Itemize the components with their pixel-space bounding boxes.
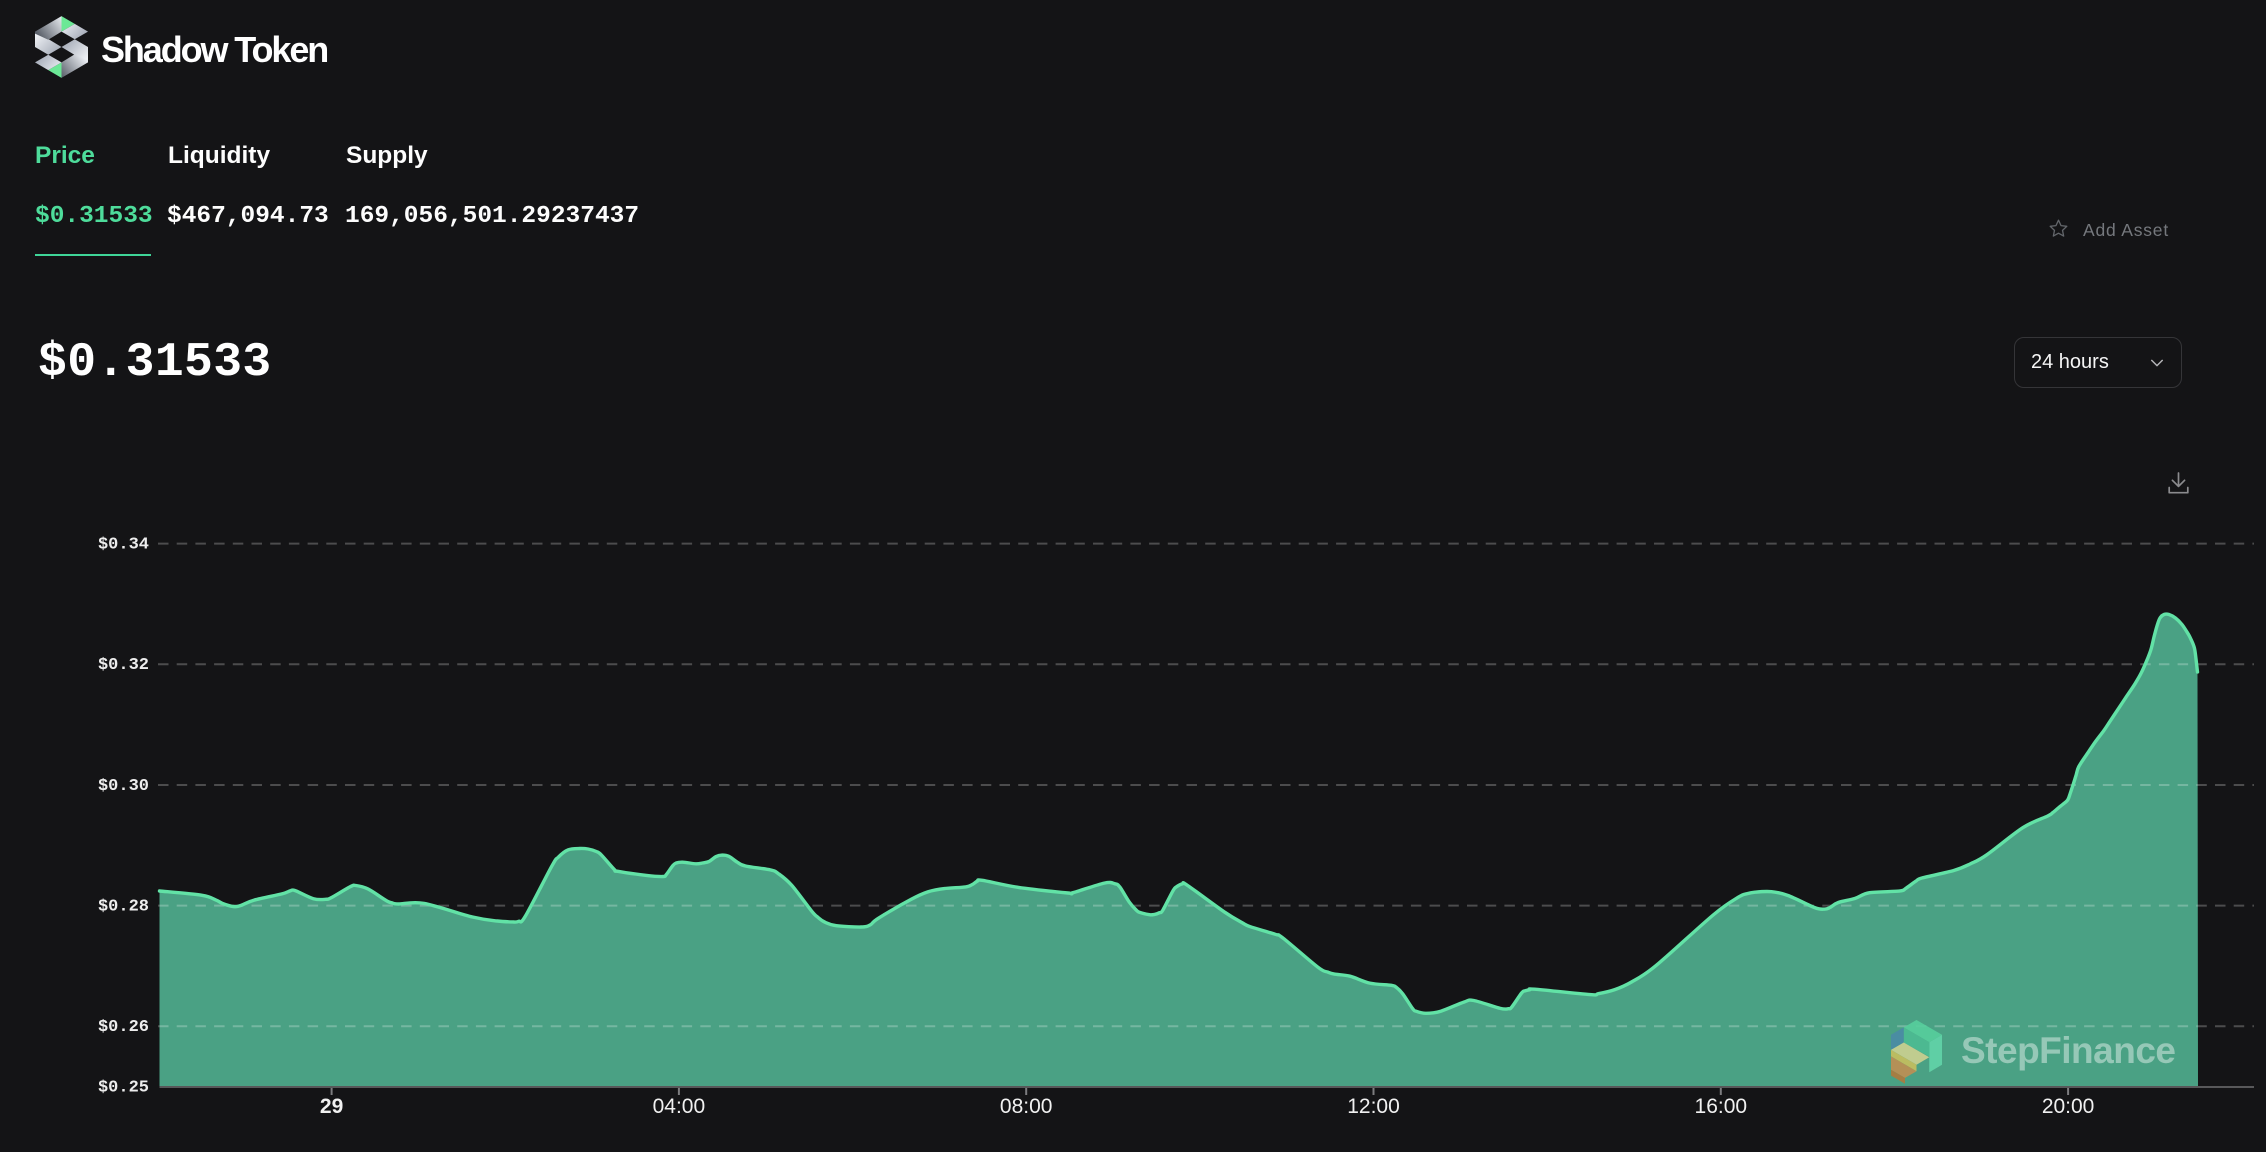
svg-text:12:00: 12:00 (1347, 1095, 1400, 1118)
svg-text:08:00: 08:00 (1000, 1095, 1053, 1118)
svg-text:$0.30: $0.30 (98, 777, 149, 796)
svg-text:04:00: 04:00 (653, 1095, 706, 1118)
svg-text:20:00: 20:00 (2042, 1095, 2095, 1118)
svg-text:$0.28: $0.28 (98, 897, 149, 916)
svg-text:29: 29 (320, 1095, 343, 1118)
svg-text:$0.34: $0.34 (98, 535, 149, 554)
svg-text:$0.32: $0.32 (98, 656, 149, 675)
svg-text:$0.25: $0.25 (98, 1078, 149, 1097)
svg-text:$0.26: $0.26 (98, 1018, 149, 1037)
svg-text:StepFinance: StepFinance (1961, 1030, 2176, 1071)
svg-text:16:00: 16:00 (1695, 1095, 1748, 1118)
